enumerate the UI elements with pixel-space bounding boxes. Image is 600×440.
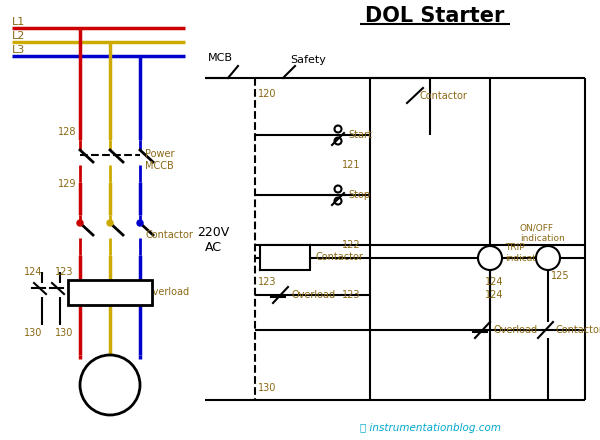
Text: 130: 130 xyxy=(55,328,73,338)
Text: 123: 123 xyxy=(55,267,74,277)
Text: 123: 123 xyxy=(342,290,361,300)
Circle shape xyxy=(80,355,140,415)
Text: Contactor: Contactor xyxy=(145,230,193,240)
Text: 122: 122 xyxy=(342,240,361,250)
Text: Stop: Stop xyxy=(348,190,370,200)
Text: Start: Start xyxy=(348,130,372,140)
Text: Overload: Overload xyxy=(145,287,189,297)
Text: 130: 130 xyxy=(258,383,277,393)
Text: 124: 124 xyxy=(24,267,43,277)
Circle shape xyxy=(107,220,113,226)
Text: 128: 128 xyxy=(58,127,77,137)
Circle shape xyxy=(77,220,83,226)
Text: 121: 121 xyxy=(342,160,361,170)
Text: Contactor: Contactor xyxy=(556,325,600,335)
Text: Safety: Safety xyxy=(290,55,326,65)
Text: Contactor: Contactor xyxy=(315,253,363,263)
Text: Power
MCCB: Power MCCB xyxy=(145,149,175,171)
Text: Contactor: Contactor xyxy=(420,91,468,101)
Text: 120: 120 xyxy=(258,89,277,99)
Text: TRIP
indication: TRIP indication xyxy=(505,243,550,263)
Text: 129: 129 xyxy=(58,179,77,189)
Text: 220V
AC: 220V AC xyxy=(197,226,229,254)
Text: L2: L2 xyxy=(12,31,25,41)
Text: Overload: Overload xyxy=(493,325,537,335)
Text: DOL Starter: DOL Starter xyxy=(365,6,505,26)
Text: L3: L3 xyxy=(12,45,25,55)
Text: MCB: MCB xyxy=(208,53,233,63)
Text: MOTOR: MOTOR xyxy=(87,380,133,390)
Text: L1: L1 xyxy=(12,17,25,27)
Text: Overload: Overload xyxy=(291,290,335,300)
Text: 130: 130 xyxy=(24,328,43,338)
Circle shape xyxy=(137,220,143,226)
Text: 124: 124 xyxy=(485,277,503,287)
Text: 124: 124 xyxy=(485,290,503,300)
Circle shape xyxy=(478,246,502,270)
Bar xyxy=(68,280,152,305)
Text: 123: 123 xyxy=(258,277,277,287)
Circle shape xyxy=(536,246,560,270)
Text: ON/OFF
indication: ON/OFF indication xyxy=(520,224,565,243)
Text: 125: 125 xyxy=(551,271,569,281)
Bar xyxy=(260,245,310,270)
Text: ⓘ instrumentationblog.com: ⓘ instrumentationblog.com xyxy=(359,423,500,433)
